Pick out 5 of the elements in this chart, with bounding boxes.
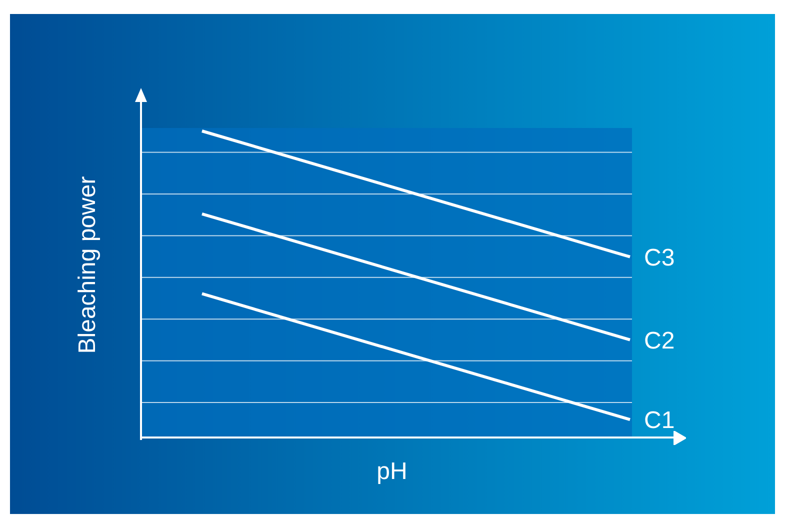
series-label: C1 xyxy=(644,407,675,434)
x-axis-title: pH xyxy=(376,458,408,486)
series-label: C3 xyxy=(644,244,675,272)
y-axis-title: Bleaching power xyxy=(74,175,102,356)
series-label: C2 xyxy=(644,327,675,354)
